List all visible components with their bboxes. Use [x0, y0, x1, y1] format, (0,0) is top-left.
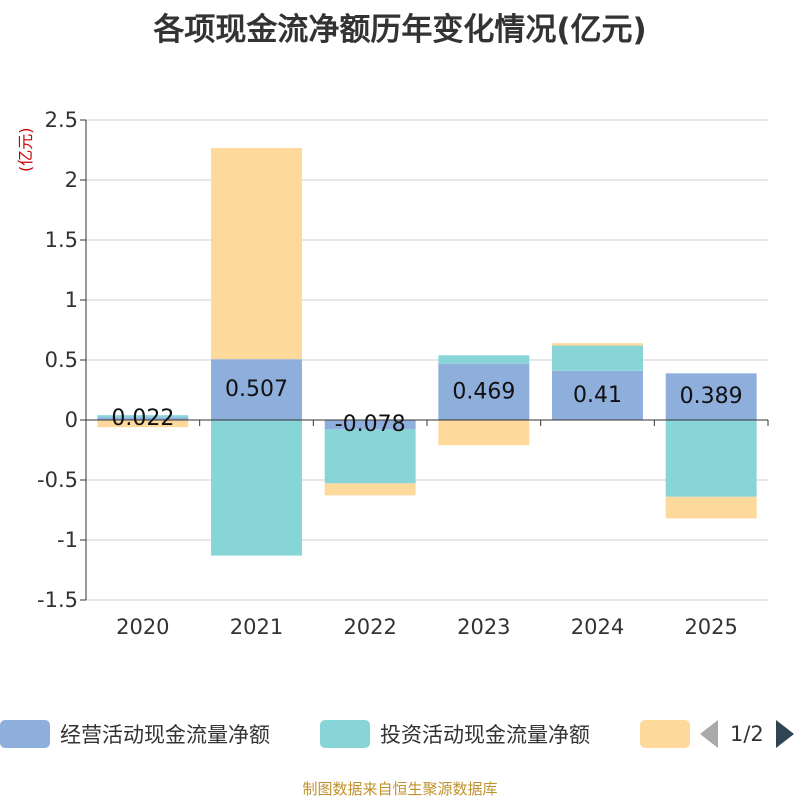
- bar-series1-2020: [97, 415, 189, 418]
- legend-swatch-operating: [0, 720, 50, 748]
- y-tick-label: 1: [65, 288, 78, 312]
- y-tick-label: 0.5: [45, 348, 78, 372]
- x-tick-label: 2021: [230, 615, 283, 639]
- bar-series2-2022: [324, 483, 416, 496]
- y-tick-label: 2: [65, 168, 78, 192]
- legend-label-investing: 投资活动现金流量净额: [380, 723, 590, 747]
- bar-series0-2023: [438, 363, 530, 420]
- y-tick-label: 2.5: [45, 108, 78, 132]
- x-tick-label: 2025: [684, 615, 737, 639]
- chart-title: 各项现金流净额历年变化情况(亿元): [153, 12, 647, 48]
- bar-series0-2024: [552, 370, 643, 420]
- bar-series0-2020: [97, 417, 189, 420]
- bar-series0-2025: [665, 373, 757, 420]
- y-tick-label: -1: [57, 528, 78, 552]
- bar-series0-2022: [324, 420, 416, 430]
- legend-page-indicator: 1/2: [730, 722, 764, 746]
- data-label: -0.078: [335, 412, 406, 437]
- legend-next-page-icon[interactable]: [775, 720, 794, 748]
- x-tick-label: 2023: [457, 615, 510, 639]
- legend-swatch-third: [640, 720, 690, 748]
- bar-series1-2023: [438, 355, 530, 364]
- bar-series2-2023: [438, 420, 530, 446]
- bar-series2-2021: [211, 147, 302, 360]
- bar-series1-2022: [324, 429, 416, 484]
- y-tick-label: -1.5: [37, 588, 78, 612]
- legend-item-operating[interactable]: 经营活动现金流量净额: [0, 716, 270, 752]
- data-label: 0.022: [111, 406, 174, 431]
- x-tick-label: 2020: [116, 615, 169, 639]
- bar-series2-2020: [97, 420, 189, 428]
- data-label: 0.469: [452, 379, 515, 404]
- legend-item-investing[interactable]: 投资活动现金流量净额: [320, 716, 590, 752]
- legend-pager: 1/2: [700, 716, 794, 752]
- legend-swatch-investing: [320, 720, 370, 748]
- data-label: 0.389: [680, 384, 743, 409]
- y-tick-label: 1.5: [45, 228, 78, 252]
- bar-series1-2021: [211, 420, 302, 556]
- bar-series1-2024: [552, 345, 643, 371]
- x-tick-label: 2022: [343, 615, 396, 639]
- legend: 经营活动现金流量净额 投资活动现金流量净额 1/2: [0, 716, 800, 756]
- bar-series2-2025: [665, 496, 757, 519]
- data-label: 0.41: [573, 383, 622, 408]
- data-source-note: 制图数据来自恒生聚源数据库: [302, 780, 498, 798]
- x-tick-label: 2024: [571, 615, 624, 639]
- legend-item-third[interactable]: [640, 716, 700, 752]
- data-label: 0.507: [225, 377, 288, 402]
- bar-series2-2024: [552, 343, 643, 346]
- legend-prev-page-icon[interactable]: [700, 720, 718, 748]
- bar-series0-2021: [211, 359, 302, 420]
- y-tick-label: 0: [65, 408, 78, 432]
- bar-series1-2025: [665, 420, 757, 497]
- legend-label-operating: 经营活动现金流量净额: [60, 723, 270, 747]
- y-tick-label: -0.5: [37, 468, 78, 492]
- stacked-bar-chart: 2.5 2 1.5 1 0.5 0 -0.5 -1 -1.5 2020 2021 2022 2023 20…: [37, 108, 769, 639]
